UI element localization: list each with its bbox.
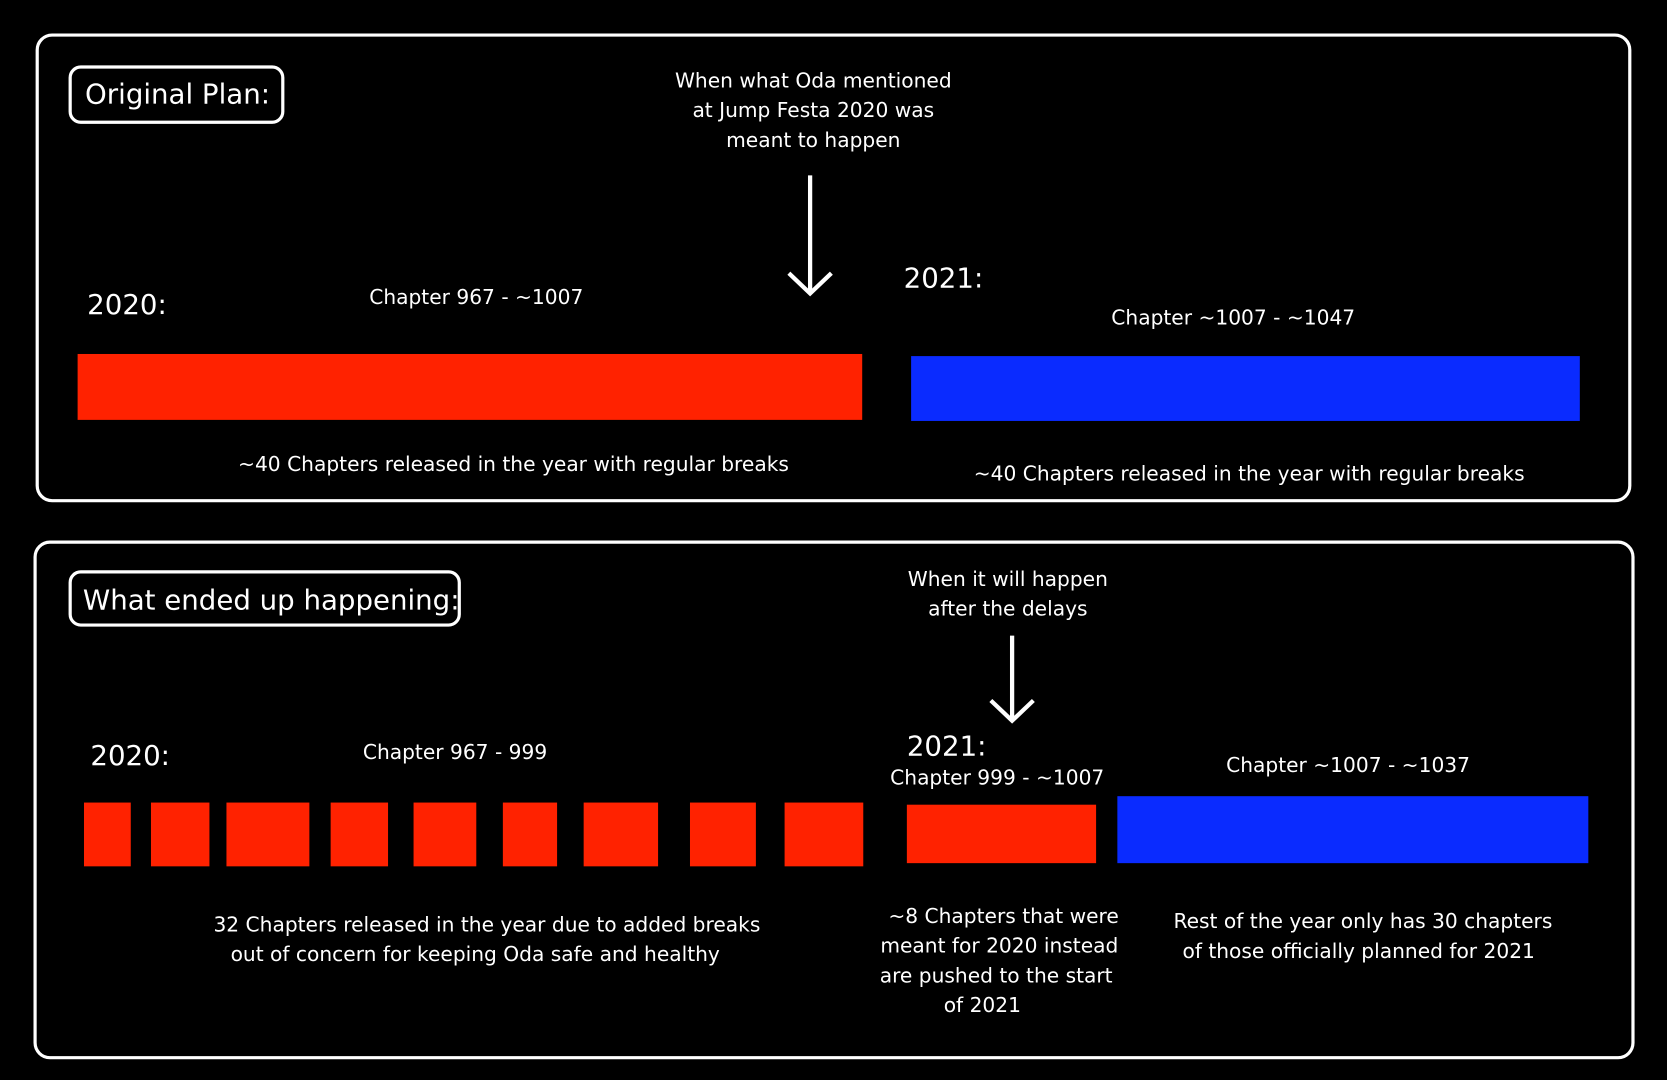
release-block xyxy=(502,802,558,867)
year-label: 2020: xyxy=(90,739,170,772)
chapter-range: Chapter 999 - ~1007 xyxy=(890,766,1104,790)
arrow-head xyxy=(989,698,1035,724)
release-block xyxy=(226,802,310,867)
caption: out of concern for keeping Oda safe and … xyxy=(231,942,720,966)
caption: are pushed to the start xyxy=(880,963,1113,987)
release-block xyxy=(330,802,389,867)
release-block xyxy=(689,802,756,867)
annotation: after the delays xyxy=(928,597,1087,621)
annotation: at Jump Festa 2020 was xyxy=(692,98,934,122)
year-label: 2020: xyxy=(87,288,167,321)
caption: Rest of the year only has 30 chapters xyxy=(1174,909,1553,933)
caption: of those officially planned for 2021 xyxy=(1182,939,1534,963)
year-label: 2021: xyxy=(904,262,984,295)
chapter-range: Chapter 967 - 999 xyxy=(363,740,547,764)
release-block xyxy=(413,802,477,867)
chapter-range: Chapter 967 - ~1007 xyxy=(369,285,583,309)
caption: ~8 Chapters that were xyxy=(888,904,1118,928)
release-block xyxy=(150,802,210,867)
timeline-bar xyxy=(911,356,1580,421)
panel-frame xyxy=(35,33,1632,503)
timeline-bar xyxy=(1117,796,1589,864)
release-blocks xyxy=(83,802,864,867)
panel-title: What ended up happening: xyxy=(83,584,460,617)
chapter-range: Chapter ~1007 - ~1037 xyxy=(1226,753,1470,777)
year-label: 2021: xyxy=(907,729,987,762)
caption: of 2021 xyxy=(944,993,1021,1017)
arrow-head xyxy=(787,271,833,297)
caption: 32 Chapters released in the year due to … xyxy=(213,912,760,936)
annotation: When it will happen xyxy=(908,567,1108,591)
title-box xyxy=(68,65,285,124)
timeline-bar xyxy=(906,804,1097,864)
annotation: When what Oda mentioned xyxy=(675,68,952,92)
caption: ~40 Chapters released in the year with r… xyxy=(974,462,1525,486)
release-block xyxy=(784,802,864,867)
release-block xyxy=(583,802,659,867)
panel-title: Original Plan: xyxy=(85,78,270,111)
caption: meant for 2020 instead xyxy=(880,934,1118,958)
panel-frame xyxy=(33,540,1635,1060)
caption: ~40 Chapters released in the year with r… xyxy=(238,452,789,476)
chapter-range: Chapter ~1007 - ~1047 xyxy=(1111,305,1355,329)
release-block xyxy=(83,802,131,867)
timeline-bar xyxy=(77,353,863,420)
annotation: meant to happen xyxy=(726,128,900,152)
title-box xyxy=(68,570,461,627)
